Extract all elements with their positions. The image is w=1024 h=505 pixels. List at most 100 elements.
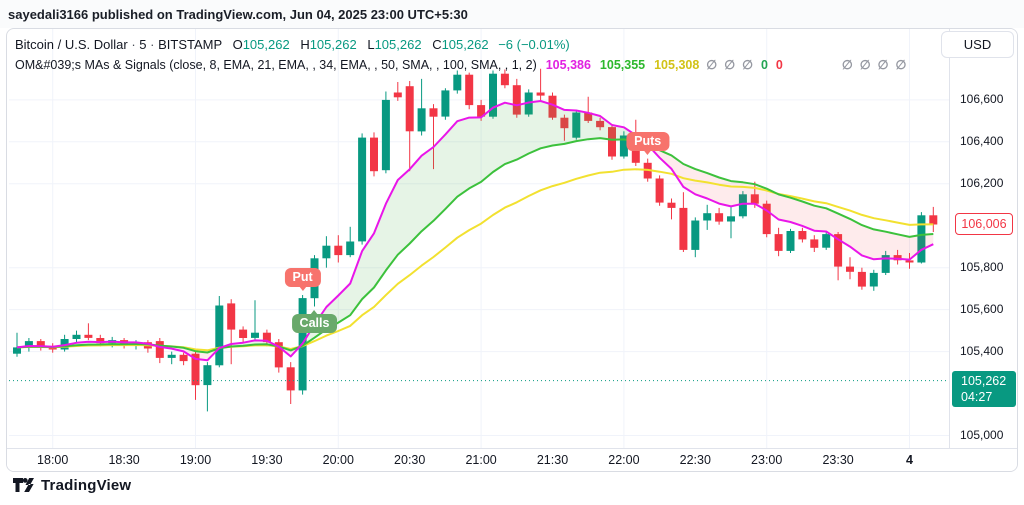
candlestick-chart[interactable] — [9, 29, 949, 448]
candle — [893, 249, 902, 265]
signal-counter-empty: ∅ — [895, 58, 907, 72]
currency-toggle-label: USD — [963, 37, 992, 52]
indicator-legend-row[interactable]: OM&#039;s MAs & Signals (close, 8, EMA, … — [15, 55, 906, 75]
y-axis-label: 105,600 — [960, 301, 1004, 316]
candle — [286, 362, 295, 404]
candle — [786, 228, 795, 253]
candle — [453, 70, 462, 94]
candle — [548, 92, 557, 120]
current-price-badge: 105,262 04:27 — [952, 370, 1016, 407]
candle — [203, 362, 212, 412]
candle — [441, 88, 450, 120]
bar-countdown-text: 04:27 — [961, 389, 993, 404]
change-value: −6 (−0.01%) — [498, 37, 570, 52]
candle — [251, 300, 259, 341]
ma-mid-line — [16, 137, 934, 354]
candle — [536, 68, 545, 102]
attribution-bar: sayedali3166 published on TradingView.co… — [0, 0, 1024, 28]
candle — [36, 339, 45, 351]
high-value: 105,262 — [309, 37, 357, 52]
x-axis-label: 23:00 — [751, 453, 783, 467]
candle — [215, 296, 224, 368]
candle — [929, 206, 938, 232]
indicator-value: 105,308 — [654, 58, 700, 72]
y-axis-label: 105,800 — [960, 259, 1004, 274]
candle — [512, 78, 521, 118]
candle — [370, 132, 378, 177]
last-price-badge: 106,006 — [955, 213, 1013, 236]
signal-counter-empty: ∅ — [706, 58, 718, 72]
y-axis-label: 106,200 — [960, 175, 1004, 190]
last-price-text: 106,006 — [961, 217, 1007, 232]
candle — [489, 70, 497, 119]
price-axis[interactable]: 106,006 105,262 04:27 106,600 106,400 106,… — [949, 29, 1017, 448]
indicator-values: 105,386 105,355 105,308 — [537, 55, 700, 75]
indicator-name[interactable]: OM&#039;s MAs & Signals (close, 8, EMA, … — [15, 58, 537, 72]
candle — [167, 351, 176, 365]
candle — [619, 131, 628, 159]
signal-counter-red: 0 — [775, 58, 783, 72]
candle — [346, 226, 355, 258]
symbol-legend-row[interactable]: Bitcoin / U.S. Dollar · 5 · BITSTAMP O10… — [15, 35, 906, 55]
current-price-text: 105,262 — [961, 373, 1007, 388]
candle — [322, 236, 331, 268]
separator: · — [131, 37, 136, 52]
candle — [227, 299, 236, 365]
signal-badge-puts: Puts — [626, 131, 670, 155]
candle — [727, 205, 735, 239]
signal-counter-empty: ∅ — [742, 58, 753, 72]
symbol-title[interactable]: Bitcoin / U.S. Dollar — [15, 37, 128, 52]
time-axis[interactable]: 18:00 18:30 19:00 19:30 20:00 20:30 21:00 21:30… — [7, 448, 1017, 471]
candle — [798, 227, 807, 243]
indicator-value: 105,355 — [599, 58, 646, 72]
candle — [822, 232, 831, 250]
ma-ribbon-fill — [17, 101, 934, 361]
candle — [465, 72, 474, 110]
exchange-name[interactable]: BITSTAMP — [158, 37, 222, 52]
x-axis-label: 4 — [906, 453, 913, 467]
candle — [655, 175, 664, 206]
signal-badge-calls: Calls — [291, 309, 338, 333]
candle — [393, 82, 402, 101]
candle — [667, 198, 676, 220]
y-axis-label: 106,600 — [960, 91, 1004, 106]
y-axis-label: 105,400 — [960, 343, 1004, 358]
x-axis-label: 21:00 — [465, 453, 497, 467]
x-axis-label: 19:30 — [251, 453, 283, 467]
indicator-value: 105,386 — [545, 58, 591, 72]
candle — [155, 338, 164, 364]
candle — [715, 207, 724, 225]
low-label: L — [367, 37, 375, 52]
ma-slow-line — [16, 168, 934, 352]
currency-toggle-button[interactable]: USD — [941, 31, 1014, 58]
chart-legend: Bitcoin / U.S. Dollar · 5 · BITSTAMP O10… — [15, 35, 906, 75]
low-value: 105,262 — [374, 37, 422, 52]
x-axis-label: 22:30 — [679, 453, 711, 467]
candle — [334, 235, 343, 263]
chart-plot-area[interactable]: Put Calls Puts — [9, 29, 949, 448]
signal-counter-empty: ∅ — [877, 58, 889, 72]
interval-value[interactable]: 5 — [139, 37, 147, 52]
separator: · — [150, 37, 155, 52]
open-label: O — [232, 37, 243, 52]
candle — [500, 69, 509, 89]
candle — [24, 338, 33, 352]
ma-fast-line — [16, 100, 934, 362]
tradingview-logo-icon[interactable] — [12, 477, 35, 494]
candle — [274, 339, 283, 373]
candle — [738, 191, 747, 219]
x-axis-label: 23:30 — [822, 453, 854, 467]
candle — [84, 323, 93, 341]
candle — [810, 235, 819, 252]
candle — [881, 250, 890, 275]
open-value: 105,262 — [242, 37, 290, 52]
candle — [417, 78, 426, 136]
chart-card: Put Calls Puts Bitcoin / U.S. Dollar · 5 ·… — [6, 28, 1018, 472]
candle — [239, 326, 248, 343]
footer: TradingView — [12, 477, 131, 494]
tradingview-brand-text[interactable]: TradingView — [41, 477, 132, 494]
candle — [405, 81, 414, 172]
x-axis-label: 18:30 — [108, 453, 140, 467]
candle — [584, 96, 593, 123]
y-axis-label: 106,400 — [960, 133, 1004, 148]
